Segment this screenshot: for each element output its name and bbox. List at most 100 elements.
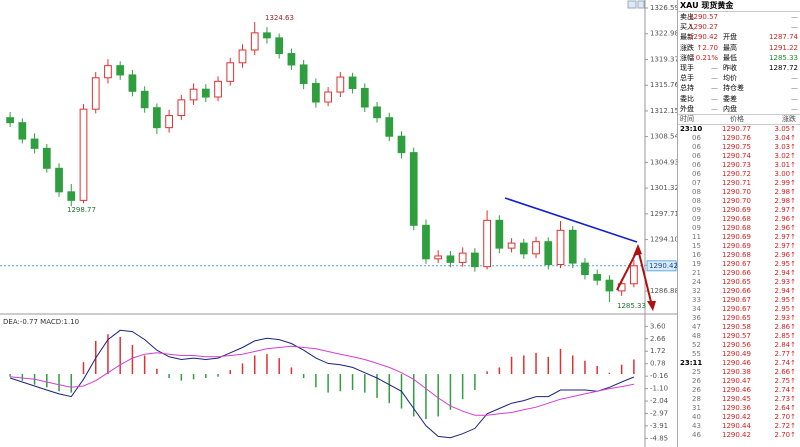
quote-label: 买入: [680, 23, 694, 32]
tick-time: 43: [692, 421, 701, 430]
tick-time: 25: [692, 367, 701, 376]
col-header: 时间: [680, 114, 694, 123]
tick-change: 2.96↑: [774, 250, 796, 259]
quote-value: —: [711, 94, 718, 103]
tick-change: 2.93↑: [774, 313, 796, 322]
candle-body: [42, 147, 51, 169]
tick-row: 09 1290.68 2.96↑: [678, 224, 800, 233]
tick-row: 55 1290.49 2.77↑: [678, 350, 800, 359]
quote-value: 1291.22: [769, 43, 798, 52]
tick-price: 1290.66: [722, 286, 751, 295]
symbol-title: XAU 现货黄金: [678, 0, 800, 12]
tick-row: 06 1290.76 3.04↑: [678, 134, 800, 143]
quote-label: 最低: [723, 53, 737, 62]
tick-time: 36: [692, 313, 701, 322]
tick-price: 1290.73: [722, 160, 751, 169]
candle-body: [519, 242, 528, 255]
quote-value: ↑0.21%: [689, 53, 718, 62]
tick-time: 09: [692, 223, 701, 232]
tick-time: 08: [692, 187, 701, 196]
tick-change: 2.96↑: [774, 223, 796, 232]
tick-price: 1290.46: [722, 385, 751, 394]
y-tick-label: -4.85: [650, 434, 668, 442]
tick-row: 26 1290.47 2.75↑: [678, 377, 800, 386]
tick-time: 06: [692, 160, 701, 169]
quote-label: 委差: [723, 94, 737, 103]
quote-label: 总手: [680, 74, 694, 83]
tick-time: 16: [692, 250, 701, 259]
tick-change: 2.98↑: [774, 187, 796, 196]
candle-body: [6, 117, 14, 124]
quote-row: 现手 — 昨收 1287.72: [678, 63, 800, 73]
candle-body: [153, 107, 161, 129]
low-annotation: 1298.77: [67, 206, 96, 214]
candle-body: [67, 191, 76, 201]
y-tick-label: 1297.71: [650, 210, 677, 218]
quote-value: —: [791, 84, 798, 93]
tick-time: 55: [692, 349, 701, 358]
tick-time: 06: [692, 142, 701, 151]
quote-row: 最新 1290.42 开盘 1287.74: [678, 32, 800, 42]
candle-body: [238, 49, 247, 64]
tick-row: 19 1290.67 2.95↑: [678, 260, 800, 269]
tick-change: 2.70↑: [774, 430, 796, 439]
tick-time: 11: [692, 232, 701, 241]
arrow-head: [647, 301, 656, 311]
tick-price: 1290.58: [722, 322, 751, 331]
candle-body: [104, 65, 112, 79]
tick-change: 2.99↑: [774, 178, 796, 187]
tick-change: 2.86↑: [774, 322, 796, 331]
candle-body: [385, 117, 394, 137]
tick-change: 2.84↑: [774, 340, 796, 349]
tick-row: 23:10 1290.77 3.05↑: [678, 125, 800, 134]
tick-price: 1290.42: [722, 430, 751, 439]
tick-time: 06: [692, 133, 701, 142]
y-tick-label: 1315.76: [650, 81, 677, 89]
tick-time: 19: [692, 259, 701, 268]
candle-body: [18, 122, 27, 140]
arrow-head: [633, 244, 642, 256]
dea-line: [10, 345, 634, 416]
tick-price: 1290.67: [722, 295, 751, 304]
candle-body: [79, 108, 88, 201]
tick-time: 40: [692, 412, 701, 421]
tick-row: 33 1290.67 2.95↑: [678, 296, 800, 305]
tick-change: 2.95↑: [774, 304, 796, 313]
candle-body: [287, 53, 296, 66]
dif-line: [9, 329, 635, 439]
candle-body: [226, 62, 235, 82]
tool-button[interactable]: [637, 0, 645, 9]
candle-body: [446, 255, 455, 263]
chart: 1286.881290.491294.101297.711301.321304.…: [0, 0, 677, 447]
quote-value: 1290.42: [689, 33, 718, 42]
candle-body: [532, 241, 540, 255]
tick-row: 09 1290.68 2.96↑: [678, 215, 800, 224]
tick-time: 09: [692, 205, 701, 214]
quote-value: —: [711, 104, 718, 113]
quote-value: —: [791, 94, 798, 103]
quote-row: 委比 — 委差 —: [678, 94, 800, 104]
tool-button[interactable]: [627, 0, 637, 9]
candle-body: [30, 138, 39, 149]
y-tick-label: -2.04: [650, 397, 669, 405]
quote-label: 昨收: [723, 63, 737, 72]
tick-price: 1290.57: [722, 331, 751, 340]
quote-value: —: [711, 63, 718, 72]
tick-price: 1290.68: [722, 214, 751, 223]
tick-change: 2.85↑: [774, 331, 796, 340]
candle-body: [91, 77, 100, 110]
tick-price: 1290.69: [722, 241, 751, 250]
candle-body: [348, 76, 357, 89]
tick-time: 46: [692, 430, 701, 439]
tick-change: 2.94↑: [774, 268, 796, 277]
quote-value: —: [791, 104, 798, 113]
tick-change: 3.05↑: [774, 124, 796, 133]
quote-value: ↑2.70: [696, 43, 718, 52]
y-tick-label: 1301.32: [650, 184, 677, 192]
tick-price: 1290.66: [722, 268, 751, 277]
tick-time: 06: [692, 151, 701, 160]
tick-row: 24 1290.65 2.93↑: [678, 278, 800, 287]
tick-price: 1290.65: [722, 277, 751, 286]
tick-time: 23:10: [680, 124, 703, 133]
tick-row: 23:11 1290.46 2.74↑: [678, 359, 800, 368]
